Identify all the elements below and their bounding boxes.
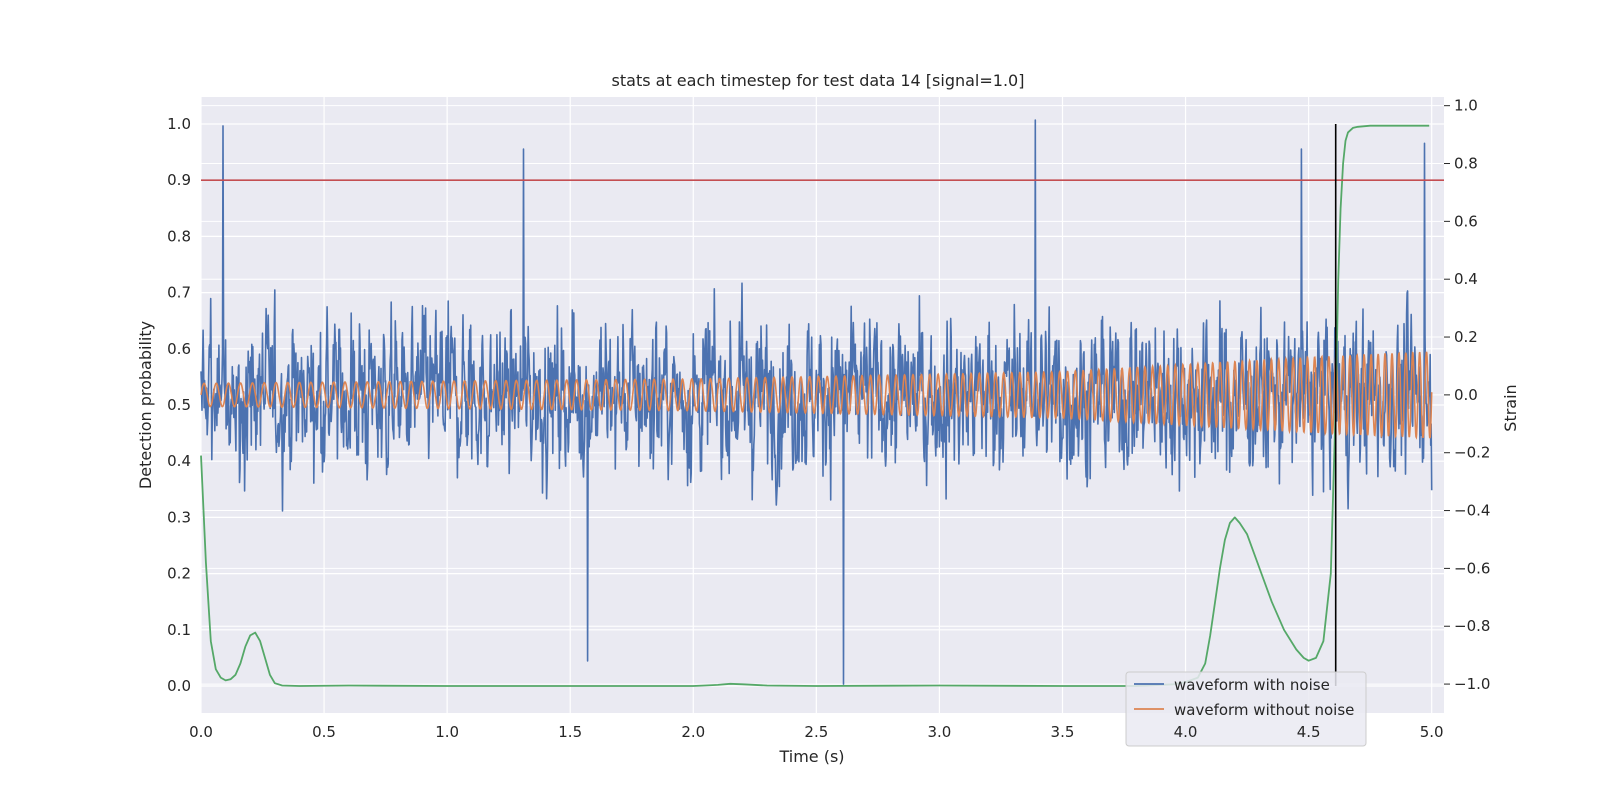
y-tick-label-right: 0.8 xyxy=(1454,155,1478,173)
y-tick-label-right: −0.6 xyxy=(1454,559,1490,577)
y-tick-label-right: −1.0 xyxy=(1454,675,1490,693)
chart-title: stats at each timestep for test data 14 … xyxy=(612,71,1025,90)
legend: waveform with noise waveform without noi… xyxy=(1125,671,1367,747)
y-axis-title-left: Detection probability xyxy=(136,321,155,489)
y-tick-label-left: 0.7 xyxy=(167,284,191,302)
x-tick-label: 4.5 xyxy=(1297,723,1321,741)
y-tick-label-right: 0.4 xyxy=(1454,270,1478,288)
legend-label-noisy: waveform with noise xyxy=(1174,676,1330,694)
series-line-clean xyxy=(200,351,1433,440)
x-tick-label: 2.0 xyxy=(681,723,705,741)
x-tick-label: 4.0 xyxy=(1174,723,1198,741)
y-tick-label-left: 0.3 xyxy=(167,508,191,526)
y-tick-label-left: 1.0 xyxy=(167,115,191,133)
y-tick-label-right: 0.2 xyxy=(1454,328,1478,346)
y-tick-label-right: −0.2 xyxy=(1454,444,1490,462)
y-tick-label-left: 0.5 xyxy=(167,396,191,414)
x-tick-label: 2.5 xyxy=(804,723,828,741)
plot-area xyxy=(200,97,1444,713)
x-tick-label: 1.5 xyxy=(558,723,582,741)
x-tick-label: 3.5 xyxy=(1051,723,1075,741)
y-tick-label-right: 1.0 xyxy=(1454,97,1478,115)
y-tick-label-right: −0.4 xyxy=(1454,502,1490,520)
x-tick-label: 3.0 xyxy=(927,723,951,741)
legend-label-clean: waveform without noise xyxy=(1174,701,1354,719)
y-tick-label-left: 0.4 xyxy=(167,452,191,470)
x-axis-title: Time (s) xyxy=(778,747,844,766)
x-tick-label: 0.0 xyxy=(189,723,213,741)
y-tick-label-left: 0.0 xyxy=(167,677,191,695)
y-tick-label-left: 0.2 xyxy=(167,565,191,583)
y-tick-label-left: 0.6 xyxy=(167,340,191,358)
legend-box xyxy=(1125,671,1367,747)
x-tick-label: 1.0 xyxy=(435,723,459,741)
x-tick-label: 5.0 xyxy=(1420,723,1444,741)
y-tick-label-right: −0.8 xyxy=(1454,617,1490,635)
series-line-noisy xyxy=(200,119,1433,685)
x-tick-label: 0.5 xyxy=(312,723,336,741)
y-tick-label-right: 0.6 xyxy=(1454,212,1478,230)
y-tick-label-left: 0.8 xyxy=(167,227,191,245)
y-axis-title-right: Strain xyxy=(1501,384,1520,431)
y-tick-label-right: 0.0 xyxy=(1454,386,1478,404)
y-tick-label-left: 0.9 xyxy=(167,171,191,189)
y-tick-label-left: 0.1 xyxy=(167,621,191,639)
